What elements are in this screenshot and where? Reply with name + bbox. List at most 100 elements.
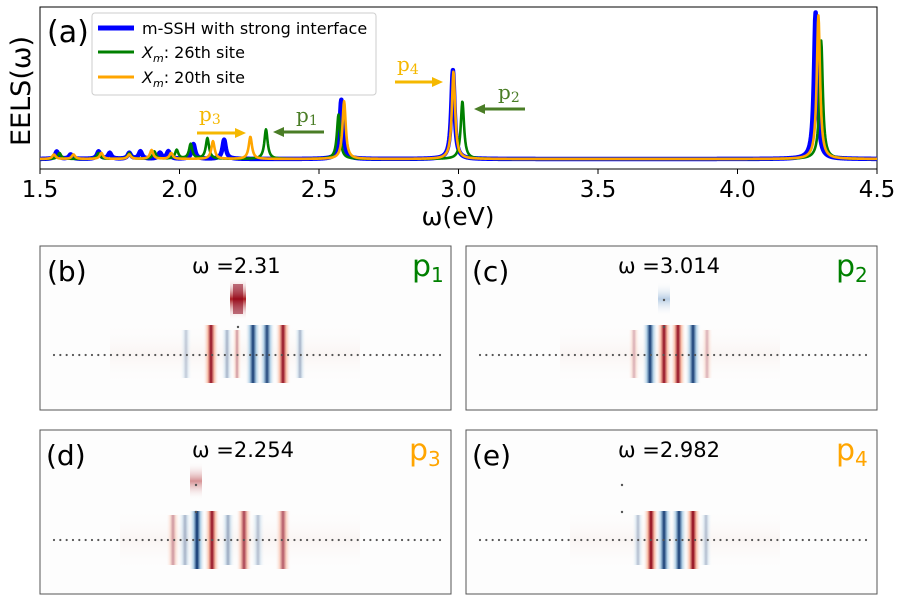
chain-site [287, 353, 290, 357]
chain-site [255, 538, 258, 542]
legend-entry-1: Xm: 26th site [141, 43, 245, 65]
mode-panel-e-label: (e) [472, 439, 511, 472]
chain-site [535, 538, 539, 542]
chain-site [185, 353, 188, 357]
chain-site [179, 353, 182, 357]
chain-site [331, 538, 334, 542]
chain-site [375, 353, 378, 357]
chain-site [280, 353, 283, 357]
legend-entry-2: Xm: 20th site [141, 68, 245, 90]
chain-site [274, 353, 277, 357]
chain-site [413, 538, 416, 542]
chain-site [751, 538, 754, 542]
chain-site [788, 353, 792, 357]
chain-site [318, 353, 321, 357]
chain-site [605, 538, 608, 542]
chain-site [249, 353, 252, 357]
chain-site [529, 353, 532, 357]
chain-site [713, 353, 716, 357]
chain-site [154, 353, 157, 357]
chain-site [325, 353, 328, 357]
chain-site [122, 538, 125, 542]
chain-site [573, 353, 577, 357]
chain-site [299, 353, 302, 357]
chain-site [236, 353, 239, 357]
chain-site [90, 353, 94, 357]
chain-site [523, 353, 526, 357]
chain-site [694, 353, 697, 357]
chain-site [687, 353, 690, 357]
impurity-site [662, 298, 666, 302]
chain-site [381, 538, 385, 542]
chain-site [668, 538, 671, 542]
mode-panel-b-omega: ω =2.31 [192, 254, 281, 278]
chain-site [675, 353, 678, 357]
mode-panel-e: (e) ω =2.982 p4 [465, 429, 878, 595]
chain-site [154, 538, 157, 542]
chain-site [394, 353, 397, 357]
series-line-2 [39, 14, 878, 161]
field-lobe [275, 325, 291, 383]
field-lobe [685, 511, 701, 569]
chain-site [744, 538, 747, 542]
chain-site [763, 353, 766, 357]
impurity-site [236, 325, 240, 329]
field-lobe [221, 330, 233, 378]
chain-site [649, 353, 652, 357]
mode-panel-b-tag: p1 [412, 249, 444, 287]
x-tick-label: 1.5 [22, 177, 59, 203]
chain-site [343, 353, 347, 357]
chain-site [356, 353, 359, 357]
chain-site [845, 538, 849, 542]
chain-site [662, 353, 665, 357]
chain-site [306, 538, 309, 542]
chain-site [268, 538, 271, 542]
chain-site [394, 538, 397, 542]
chain-site [624, 353, 627, 357]
chain-site [833, 353, 836, 357]
chain-site [381, 353, 385, 357]
chain-site [807, 538, 811, 542]
mode-panel-d-omega: ω =2.254 [192, 438, 294, 462]
field-lobe [245, 325, 261, 383]
chain-site [611, 353, 614, 357]
chain-site [147, 538, 151, 542]
chain-site [845, 353, 849, 357]
chain-site [375, 538, 378, 542]
chain-sites [52, 353, 442, 357]
chain-site [478, 538, 482, 542]
mode-panel-b-field [110, 278, 360, 386]
chain-site [97, 538, 100, 542]
field-lobe [166, 515, 180, 565]
mode-panel-e-omega: ω =2.982 [618, 438, 720, 462]
chain-site [801, 538, 804, 542]
chain-site [662, 538, 665, 542]
impurity-site [662, 325, 666, 329]
chain-site [561, 538, 564, 542]
chain-site [52, 538, 56, 542]
mode-panel-d-tag: p3 [409, 433, 441, 471]
chain-site [306, 353, 309, 357]
chain-site [426, 538, 429, 542]
chain-site [554, 538, 558, 542]
chain-site [858, 353, 861, 357]
annotation-p4-arrowhead [432, 77, 443, 87]
chain-site [630, 538, 633, 542]
chain-site [331, 353, 334, 357]
chain-site [618, 353, 621, 357]
field-lobe [203, 325, 219, 383]
chain-site [109, 538, 113, 542]
chain-site [312, 538, 315, 542]
chain-site [637, 353, 640, 357]
legend-frame [91, 12, 377, 96]
chain-site [287, 538, 290, 542]
chain-site [643, 538, 646, 542]
chain-site [700, 353, 703, 357]
chain-site [719, 538, 722, 542]
chain-site [299, 538, 302, 542]
eels-panel-label: (a) [47, 15, 89, 50]
chain-site [217, 538, 220, 542]
chain-site [491, 538, 494, 542]
chain-site [864, 353, 868, 357]
